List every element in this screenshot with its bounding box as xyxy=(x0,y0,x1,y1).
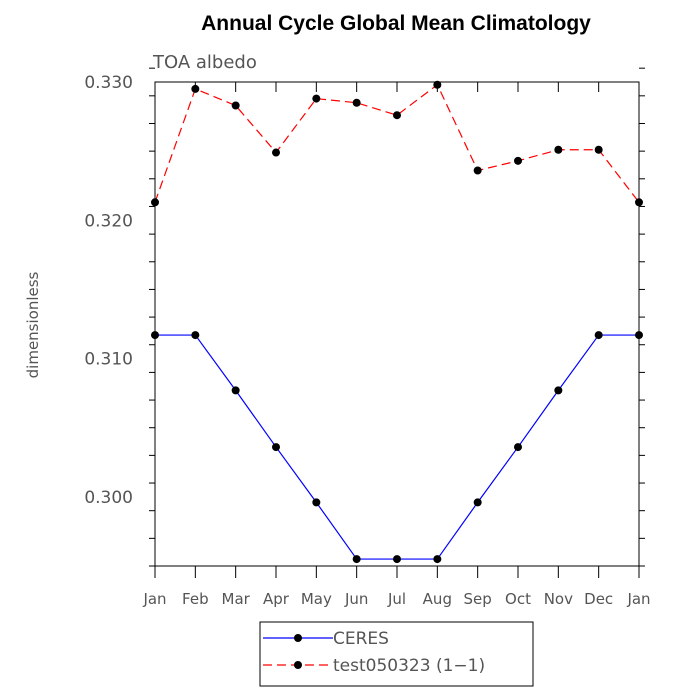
chart-title: Annual Cycle Global Mean Climatology xyxy=(201,12,591,35)
y-tick-label: 0.300 xyxy=(84,488,133,508)
chart-subtitle: TOA albedo xyxy=(152,52,257,73)
data-point xyxy=(231,101,240,110)
y-tick-labels: 0.300 0.310 0.320 0.330 xyxy=(84,73,133,508)
series-0 xyxy=(151,331,643,564)
x-tick-label: Sep xyxy=(464,590,492,608)
y-tick-label: 0.330 xyxy=(84,73,133,93)
legend-label-ceres: CERES xyxy=(333,629,389,649)
data-point xyxy=(393,111,401,120)
x-tick-label: Dec xyxy=(584,590,613,608)
data-point xyxy=(393,555,401,564)
data-point xyxy=(191,331,200,340)
data-point xyxy=(433,555,442,564)
data-point xyxy=(594,145,603,154)
x-tick-label: Jan xyxy=(142,590,166,608)
data-point xyxy=(594,331,603,340)
x-tick-label: Apr xyxy=(263,590,290,608)
x-tick-label: Jul xyxy=(387,590,406,608)
x-tick-label: Nov xyxy=(544,590,573,608)
plot-frame xyxy=(154,81,640,567)
x-tick-label: Jan xyxy=(626,590,650,608)
data-point xyxy=(191,84,200,93)
data-point xyxy=(473,498,482,507)
data-point xyxy=(514,443,522,452)
series-line xyxy=(154,83,640,203)
x-tick-label: Oct xyxy=(505,590,531,608)
series-layer xyxy=(151,80,643,564)
legend-marker-ceres xyxy=(294,634,302,642)
x-tick-label: Feb xyxy=(182,590,209,608)
data-point xyxy=(473,166,482,175)
legend-label-test: test050323 (1−1) xyxy=(333,656,485,676)
x-tick-label: Aug xyxy=(423,590,452,608)
series-line xyxy=(155,334,639,560)
data-point xyxy=(352,98,361,107)
axis-ticks xyxy=(149,67,645,578)
legend-marker-test xyxy=(294,661,302,669)
data-point xyxy=(433,80,442,89)
x-tick-label: Mar xyxy=(222,590,251,608)
data-point xyxy=(554,145,563,154)
data-point xyxy=(231,386,240,395)
series-1 xyxy=(151,80,643,207)
y-tick-label: 0.320 xyxy=(84,211,133,231)
y-tick-label: 0.310 xyxy=(84,350,133,370)
legend: CERES test050323 (1−1) xyxy=(259,621,534,687)
data-point xyxy=(312,94,321,103)
data-point xyxy=(554,386,563,395)
data-point xyxy=(352,555,361,564)
x-tick-labels: Jan Feb Mar Apr May Jun Jul Aug Sep Oct Nov Dec Jan xyxy=(142,590,650,608)
data-point xyxy=(514,156,522,165)
x-tick-label: May xyxy=(301,590,332,608)
legend-box xyxy=(259,621,534,687)
x-tick-label: Jun xyxy=(344,590,368,608)
data-point xyxy=(272,148,280,157)
data-point xyxy=(312,498,321,507)
data-point xyxy=(272,443,280,452)
y-axis-label: dimensionless xyxy=(24,271,42,378)
